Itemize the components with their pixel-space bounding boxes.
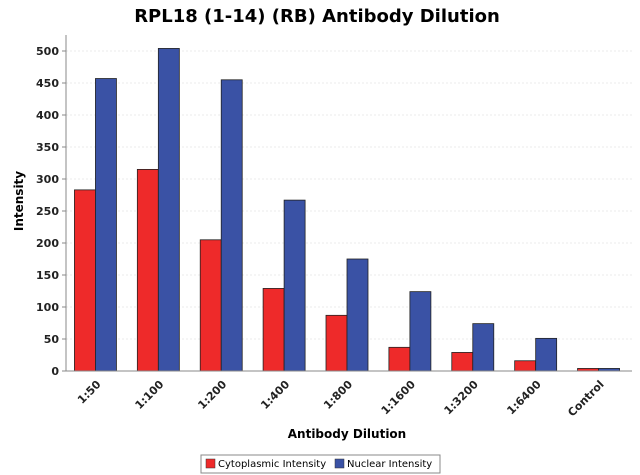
bar-nuclear xyxy=(535,337,558,372)
y-tick-label: 400 xyxy=(36,109,59,122)
bar-nuclear xyxy=(157,48,180,372)
x-tick-label: 1:1600 xyxy=(379,378,419,418)
bar-cytoplasmic xyxy=(262,288,285,372)
bar-cytoplasmic xyxy=(325,314,348,372)
bar-cytoplasmic xyxy=(199,239,222,372)
x-tick-label: 1:800 xyxy=(321,378,355,412)
y-tick-label: 300 xyxy=(36,173,59,186)
y-axis-title: Intensity xyxy=(12,171,26,231)
bar-cytoplasmic xyxy=(74,189,96,372)
y-tick-label: 50 xyxy=(44,333,60,346)
bar-nuclear xyxy=(346,258,369,372)
x-tick-label: 1:400 xyxy=(258,378,292,412)
x-tick-label: 1:3200 xyxy=(442,378,482,418)
chart-title: RPL18 (1-14) (RB) Antibody Dilution xyxy=(134,6,500,27)
x-axis-title: Antibody Dilution xyxy=(288,427,406,441)
y-tick-label: 450 xyxy=(36,77,59,90)
y-tick-label: 200 xyxy=(36,237,59,250)
legend-label-cytoplasmic: Cytoplasmic Intensity xyxy=(218,459,326,470)
x-tick-label: 1:6400 xyxy=(504,378,544,418)
bar-cytoplasmic xyxy=(514,360,537,372)
bar-cytoplasmic xyxy=(451,352,474,372)
bars xyxy=(74,48,620,372)
bar-nuclear xyxy=(472,323,495,372)
y-tick-label: 100 xyxy=(36,301,59,314)
legend-box xyxy=(200,454,441,474)
y-tick-label: 0 xyxy=(51,365,59,378)
legend-swatch-nuclear xyxy=(334,458,345,469)
y-tick-label: 250 xyxy=(36,205,59,218)
bar-nuclear xyxy=(409,291,432,372)
x-axis-ticks: 1:50 1:100 1:200 1:400 1:800 1:1600 1:3200 1:64… xyxy=(75,378,607,420)
legend-swatch-cytoplasmic xyxy=(205,458,216,469)
y-tick-label: 350 xyxy=(36,141,59,154)
y-tick-label: 150 xyxy=(36,269,59,282)
legend: Cytoplasmic Intensity Nuclear Intensity xyxy=(200,454,441,474)
legend-label-nuclear: Nuclear Intensity xyxy=(347,459,432,470)
x-tick-label: 1:200 xyxy=(195,378,229,412)
y-tick-label: 500 xyxy=(36,45,59,58)
bar-cytoplasmic xyxy=(136,168,159,372)
x-tick-label: 1:100 xyxy=(133,378,167,412)
x-tick-label: Control xyxy=(565,378,606,419)
y-axis-ticks: 0 50 100 150 200 250 300 350 400 450 500 xyxy=(36,45,66,378)
x-tick-label: 1:50 xyxy=(75,378,104,407)
bar-nuclear xyxy=(220,79,243,372)
bar-nuclear xyxy=(95,78,117,372)
bar-nuclear xyxy=(283,199,306,372)
bar-cytoplasmic xyxy=(388,346,411,372)
